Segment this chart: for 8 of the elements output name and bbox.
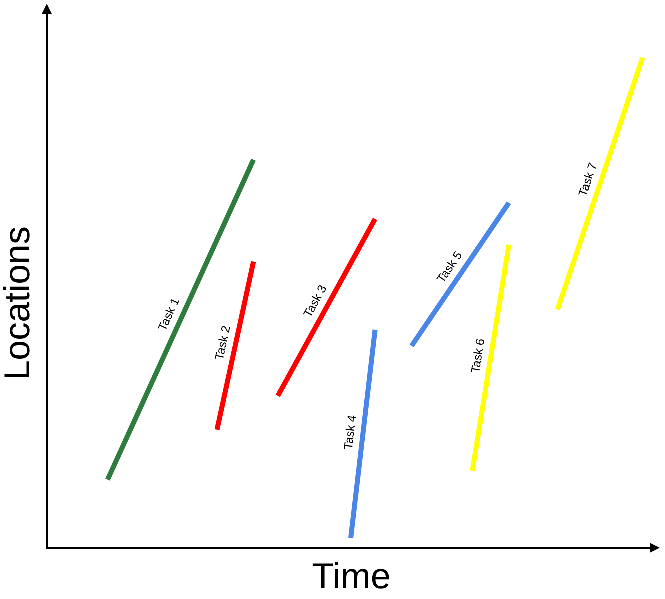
text: Task 3 [300,282,330,320]
text: Task 7 [576,160,600,198]
x-axis-title: Time [312,556,391,596]
text: Task 4 [341,414,360,451]
text: Task 6 [468,338,488,374]
y-axis-title: Locations [0,226,38,381]
text: Task 1 [155,296,183,334]
text: Task 2 [212,324,234,362]
